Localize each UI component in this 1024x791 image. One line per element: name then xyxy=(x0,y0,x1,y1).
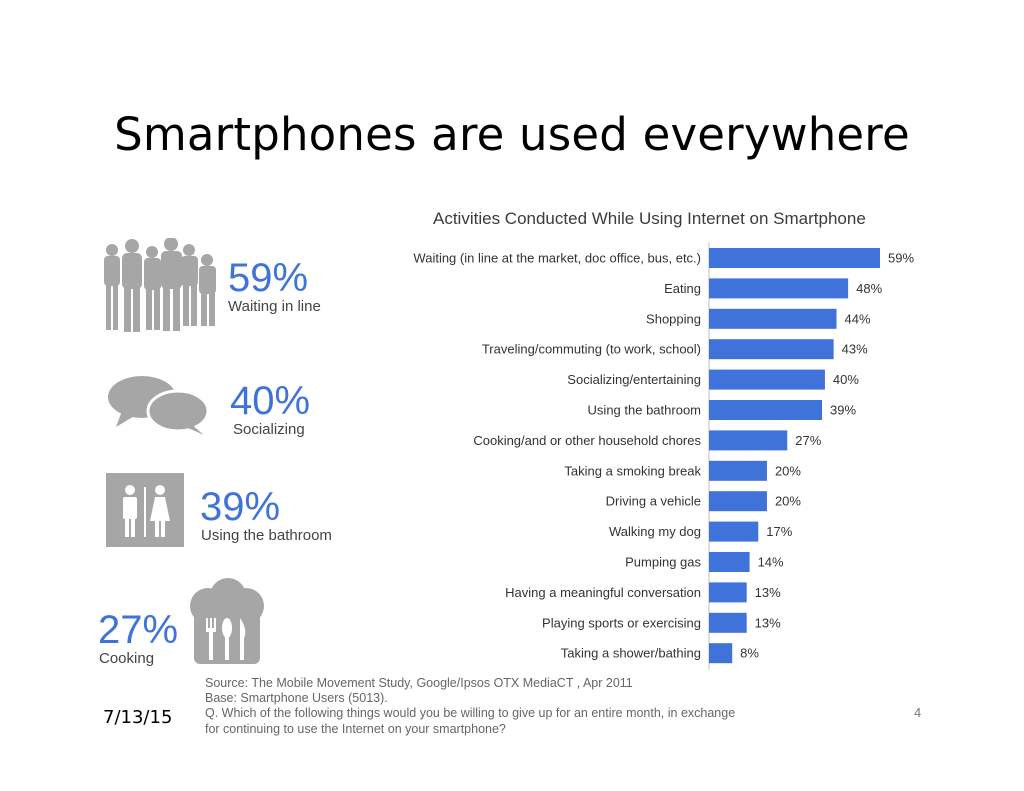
category-label: Taking a smoking break xyxy=(564,463,701,478)
bar xyxy=(709,430,788,451)
stat-label: Using the bathroom xyxy=(201,527,332,544)
bar-chart: Waiting (in line at the market, doc offi… xyxy=(413,242,914,670)
category-label: Traveling/commuting (to work, school) xyxy=(482,342,701,357)
bar xyxy=(709,460,767,481)
source-note: Source: The Mobile Movement Study, Googl… xyxy=(205,676,735,737)
bar xyxy=(709,491,767,512)
chef-hat-utensils-icon xyxy=(190,578,264,664)
value-label: 44% xyxy=(845,311,871,326)
stat-socializing: 40% Socializing xyxy=(230,381,310,439)
source-line: Source: The Mobile Movement Study, Googl… xyxy=(205,676,633,690)
value-label: 39% xyxy=(830,403,856,418)
value-label: 40% xyxy=(833,372,859,387)
value-label: 14% xyxy=(758,555,784,570)
category-label: Pumping gas xyxy=(625,555,701,570)
stat-label: Cooking xyxy=(99,650,155,667)
stat-label: Socializing xyxy=(233,421,305,438)
category-label: Taking a shower/bathing xyxy=(561,646,701,661)
stat-cooking: 27% Cooking xyxy=(98,610,178,668)
category-label: Using the bathroom xyxy=(588,403,701,418)
stat-percent: 59% xyxy=(228,256,309,300)
category-label: Playing sports or exercising xyxy=(542,615,701,630)
value-label: 20% xyxy=(775,494,801,509)
value-label: 20% xyxy=(775,463,801,478)
bar xyxy=(709,369,825,390)
bar xyxy=(709,339,834,360)
bar xyxy=(709,552,750,572)
value-label: 59% xyxy=(888,251,914,266)
bar xyxy=(709,248,880,268)
question-line: Q. Which of the following things would y… xyxy=(205,706,736,721)
bar xyxy=(709,400,823,420)
category-label: Walking my dog xyxy=(609,524,701,539)
chart-title: Activities Conducted While Using Interne… xyxy=(433,209,866,228)
bar xyxy=(709,643,733,664)
stat-label: Waiting in line xyxy=(228,298,321,315)
stat-percent: 39% xyxy=(200,485,281,529)
bar xyxy=(709,582,747,603)
bar xyxy=(709,521,759,542)
stat-waiting: 59% Waiting in line xyxy=(228,258,321,316)
bar xyxy=(709,612,747,633)
slide-title: Smartphones are used everywhere xyxy=(114,108,910,161)
page-number: 4 xyxy=(914,705,922,720)
base-line: Base: Smartphone Users (5013). xyxy=(205,691,388,706)
stat-percent: 27% xyxy=(98,608,179,652)
people-icon xyxy=(104,238,216,332)
category-label: Eating xyxy=(664,281,701,296)
stat-percent: 40% xyxy=(230,379,311,423)
slide-date: 7/13/15 xyxy=(103,707,173,728)
category-label: Cooking/and or other household chores xyxy=(473,433,701,448)
category-label: Waiting (in line at the market, doc offi… xyxy=(413,251,701,266)
value-label: 43% xyxy=(842,342,868,357)
category-label: Having a meaningful conversation xyxy=(505,585,701,600)
value-label: 27% xyxy=(795,433,821,448)
value-label: 17% xyxy=(766,524,792,539)
bar xyxy=(709,308,837,329)
value-label: 13% xyxy=(755,585,781,600)
question-line-continued: for continuing to use the Internet on yo… xyxy=(205,721,506,736)
value-label: 13% xyxy=(755,615,781,630)
stat-bathroom: 39% Using the bathroom xyxy=(200,487,332,545)
bar xyxy=(709,278,849,299)
category-label: Socializing/entertaining xyxy=(567,372,701,387)
category-label: Driving a vehicle xyxy=(606,494,701,509)
restroom-icon xyxy=(106,473,184,547)
speech-bubbles-icon xyxy=(108,376,210,435)
value-label: 48% xyxy=(856,281,882,296)
category-label: Shopping xyxy=(646,311,701,326)
value-label: 8% xyxy=(740,646,759,661)
